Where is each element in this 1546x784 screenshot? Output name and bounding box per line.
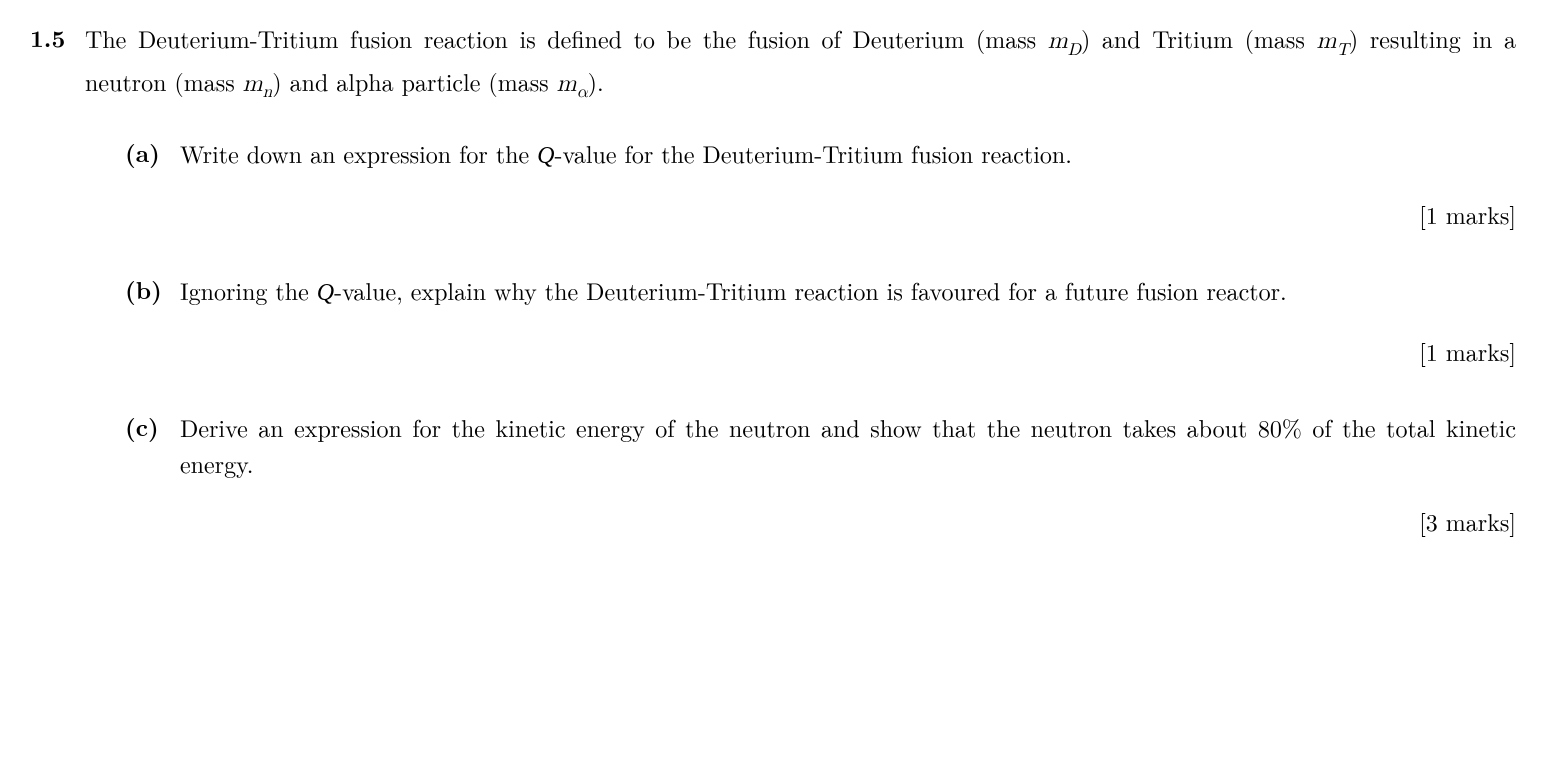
subpart-b-body: Ignoring the Q-value, explain why the De…	[180, 272, 1516, 391]
problem-container: 1.5 The Deuterium-Tritium fusion reactio…	[30, 20, 1516, 579]
subpart-a: (a) Write down an expression for the Q-v…	[125, 135, 1516, 254]
q-value-symbol: Q	[317, 280, 334, 306]
q-value-symbol: Q	[537, 143, 554, 169]
subparts-container: (a) Write down an expression for the Q-v…	[85, 135, 1516, 561]
mass-mD-sub: D	[1068, 42, 1081, 59]
subpart-b-marks: [1 marks]	[180, 333, 1516, 369]
mass-mT-m: m	[1316, 29, 1336, 53]
subpart-a-text-1: Write down an expression for the	[180, 136, 537, 170]
subpart-a-text-2: -value for the Deuterium-Tritium fusion …	[555, 136, 1072, 170]
problem-number: 1.5	[30, 20, 85, 56]
subpart-b-label: (b)	[125, 272, 180, 308]
subpart-c-label: (c)	[125, 409, 180, 445]
subpart-a-label: (a)	[125, 135, 180, 171]
intro-text-5: ).	[588, 64, 604, 98]
subpart-b-text-1: Ignoring the	[180, 273, 317, 307]
mass-mT-sub: T	[1336, 42, 1348, 59]
subpart-b: (b) Ignoring the Q-value, explain why th…	[125, 272, 1516, 391]
intro-text-1: The Deuterium-Tritium fusion reaction is…	[85, 21, 1048, 55]
problem-intro: The Deuterium-Tritium fusion reaction is…	[85, 20, 1516, 105]
subpart-c: (c) Derive an expression for the kinetic…	[125, 409, 1516, 561]
subpart-b-text-2: -value, explain why the Deuterium-Tritiu…	[334, 273, 1287, 307]
mass-mD-m: m	[1048, 29, 1068, 53]
subpart-c-text: Derive an expression for the kinetic ene…	[180, 410, 1516, 480]
mass-ma-m: m	[557, 72, 577, 96]
subpart-a-marks: [1 marks]	[180, 196, 1516, 232]
intro-text-2: ) and Tritium (mass	[1081, 21, 1317, 55]
mass-mn-m: m	[243, 72, 263, 96]
problem-body: The Deuterium-Tritium fusion reaction is…	[85, 20, 1516, 579]
mass-mn-sub: n	[263, 84, 273, 101]
mass-ma-sub: α	[577, 84, 588, 101]
subpart-c-marks: [3 marks]	[180, 503, 1516, 539]
intro-text-4: ) and alpha particle (mass	[272, 64, 556, 98]
subpart-a-body: Write down an expression for the Q-value…	[180, 135, 1516, 254]
subpart-c-body: Derive an expression for the kinetic ene…	[180, 409, 1516, 561]
